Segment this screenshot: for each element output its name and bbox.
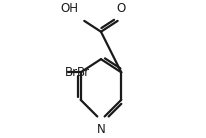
Text: Br: Br [77, 66, 90, 79]
Text: Br: Br [64, 66, 78, 79]
Text: O: O [117, 2, 126, 15]
Text: N: N [97, 123, 105, 136]
Text: OH: OH [61, 2, 79, 15]
